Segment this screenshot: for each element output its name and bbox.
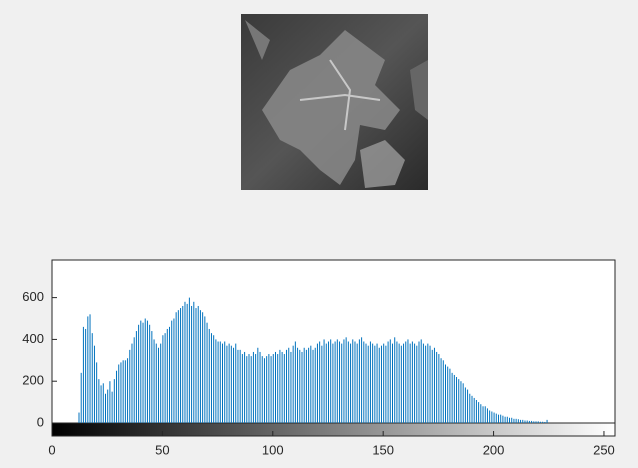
y-tick-label: 400 bbox=[22, 331, 44, 346]
image bbox=[241, 14, 428, 190]
x-tick-label: 150 bbox=[372, 442, 394, 457]
x-tick-label: 0 bbox=[48, 442, 55, 457]
x-tick-label: 100 bbox=[262, 442, 284, 457]
colorbar bbox=[51, 422, 616, 437]
y-tick-label: 600 bbox=[22, 289, 44, 304]
plot-area bbox=[51, 259, 616, 424]
x-tick-label: 200 bbox=[483, 442, 505, 457]
y-tick-label: 0 bbox=[37, 414, 44, 429]
x-tick-label: 250 bbox=[593, 442, 615, 457]
y-tick-label: 200 bbox=[22, 373, 44, 388]
x-tick-label: 50 bbox=[155, 442, 169, 457]
